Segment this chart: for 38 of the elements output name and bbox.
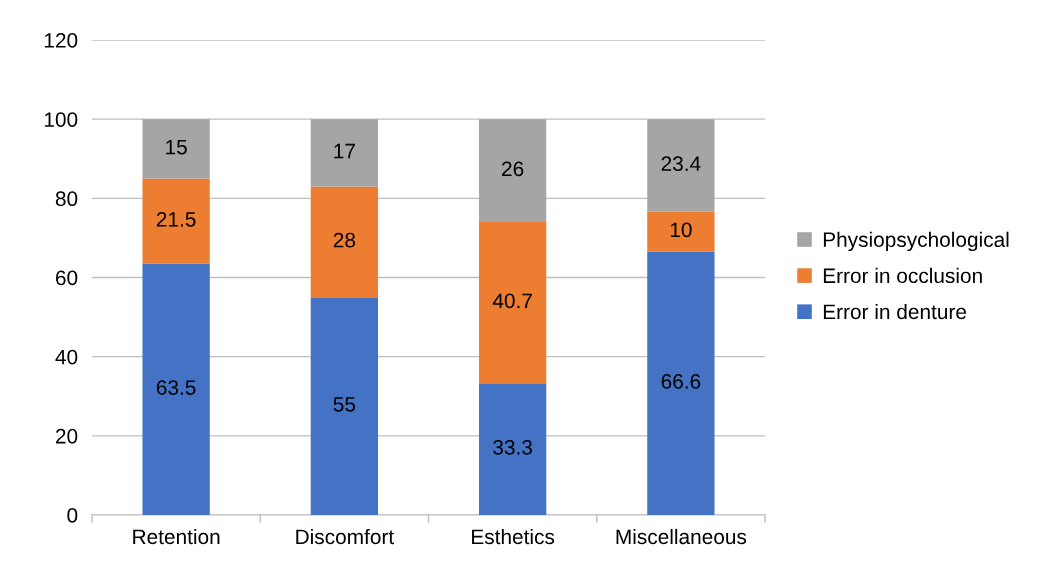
- legend-label: Error in occlusion: [823, 267, 982, 284]
- data-label: 15: [166, 139, 187, 155]
- data-label: 23.4: [661, 156, 701, 172]
- data-label: 40.7: [492, 293, 532, 309]
- data-label: 26: [502, 161, 524, 177]
- bar: [142, 119, 210, 179]
- y-tick-label: 80: [55, 191, 78, 207]
- x-tick-label: Miscellaneous: [616, 528, 747, 545]
- y-tick-label: 100: [44, 112, 78, 127]
- data-label: 66.6: [661, 374, 701, 389]
- legend-label: Error in denture: [823, 303, 967, 320]
- bar: [142, 263, 210, 515]
- data-label: 17: [334, 143, 355, 159]
- y-tick-label: 40: [55, 349, 78, 365]
- bar: [478, 383, 547, 515]
- bar: [310, 119, 379, 187]
- data-label: 21.5: [156, 211, 196, 227]
- data-label: 63.5: [156, 380, 196, 395]
- bar: [647, 211, 715, 252]
- data-label: 33.3: [493, 439, 532, 455]
- x-tick-label: Retention: [133, 528, 220, 545]
- y-tick-label: 20: [55, 428, 78, 444]
- y-tick-label: 120: [44, 33, 78, 48]
- bar: [647, 119, 715, 212]
- bar: [478, 222, 547, 384]
- data-label: 28: [333, 232, 356, 248]
- bar: [310, 297, 379, 515]
- bar: [647, 251, 715, 515]
- legend-label: Physiopsychological: [823, 231, 1009, 252]
- data-label: 55: [333, 397, 356, 412]
- x-tick-label: Esthetics: [472, 528, 555, 545]
- data-label: 10: [670, 222, 692, 238]
- y-tick-label: 0: [67, 508, 78, 523]
- bar: [478, 119, 547, 223]
- y-tick-label: 60: [56, 270, 78, 286]
- bar: [142, 178, 210, 264]
- x-tick-label: Discomfort: [296, 528, 394, 545]
- bar: [310, 186, 379, 298]
